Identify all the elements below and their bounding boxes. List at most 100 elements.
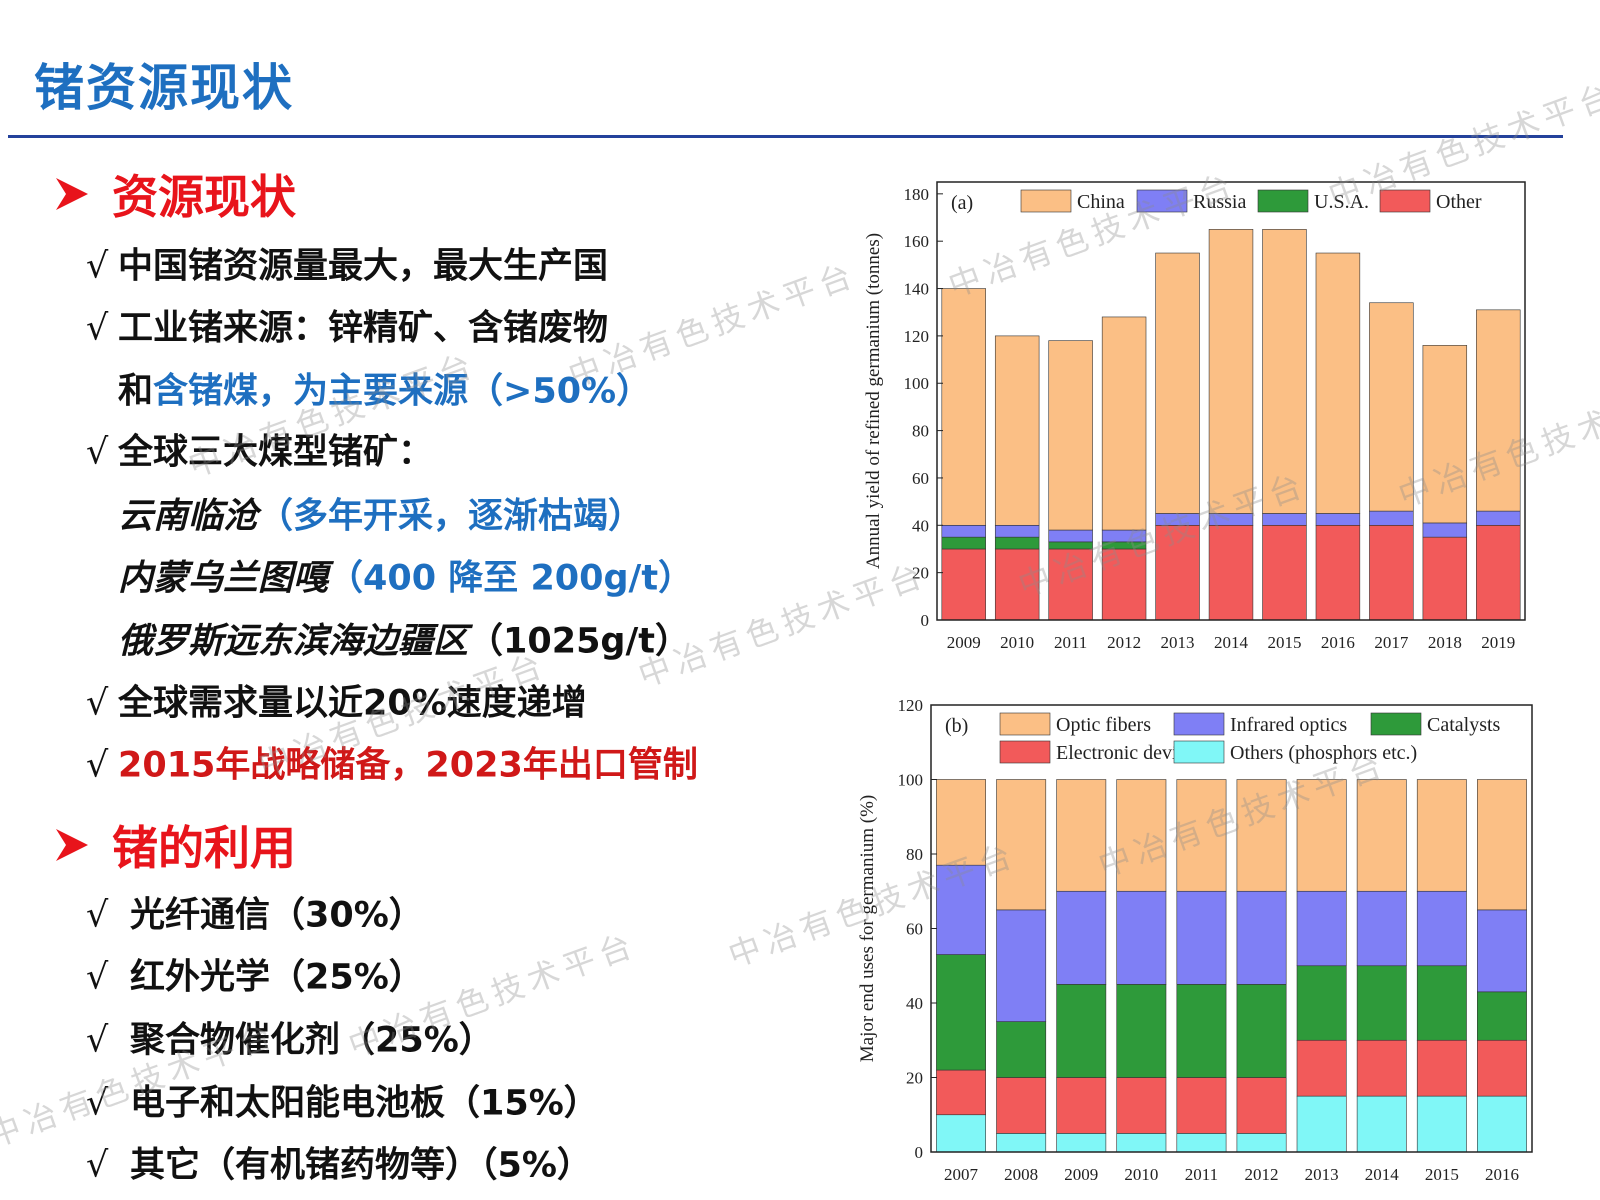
bullet: √ 工业锗来源：锌精矿、含锗废物 [86,300,608,351]
legend-swatch [1173,712,1225,736]
bar-segment [1356,1039,1407,1097]
bar-segment [1369,524,1414,621]
bar-segment [994,524,1040,538]
bullet: 和含锗煤，为主要来源（>50%） [118,363,651,414]
y-tick-label: 80 [912,422,929,441]
bullet-text: 工业锗来源：锌精矿、含锗废物 [118,308,609,349]
x-tick-label: 2012 [1107,633,1141,652]
check: √ [86,895,109,936]
y-tick-label: 20 [912,564,929,583]
bar-segment [1236,1133,1287,1153]
bullet: √ 聚合物催化剂（25%） [86,1012,494,1063]
bar-segment [1116,890,1167,985]
bar-segment [1056,984,1107,1078]
bar-segment [1116,1077,1167,1134]
x-tick-label: 2016 [1485,1165,1519,1184]
bar-segment [996,779,1047,911]
bar-segment [936,1114,986,1153]
bullet-text: 红外光学（25%） [130,957,424,998]
bullet: √ 光纤通信（30%） [86,887,424,938]
x-tick-label: 2014 [1214,633,1249,652]
bar-segment [1176,1133,1227,1153]
y-tick-label: 120 [904,327,930,346]
bullet: √ 中国锗资源量最大，最大生产国 [86,238,608,289]
bar-segment [1477,991,1527,1041]
x-tick-label: 2010 [1000,633,1034,652]
bar-segment [1116,779,1167,892]
bar-segment [1056,1133,1107,1153]
x-tick-label: 2009 [947,633,981,652]
legend-swatch [999,712,1051,736]
bar-segment [994,335,1040,526]
y-tick-label: 100 [904,374,930,393]
bar-segment [1296,1039,1347,1097]
bullet-text: 和 [118,371,154,412]
bar-segment [941,288,986,526]
bar-segment [994,548,1040,621]
bar-segment [1296,779,1347,892]
bullet-text: 中国锗资源量最大，最大生产国 [118,246,609,287]
check: √ [86,1020,109,1061]
bar-segment [1296,965,1347,1041]
x-tick-label: 2010 [1124,1165,1158,1184]
x-tick-label: 2016 [1321,633,1355,652]
bar-segment [1236,984,1287,1078]
x-tick-label: 2015 [1267,633,1301,652]
section-heading: 资源现状 [112,170,296,224]
bar-segment [941,524,986,538]
x-tick-label: 2017 [1374,633,1409,652]
bullet-text: 含锗煤，为主要来源（>50%） [153,371,652,412]
bar-segment [994,536,1040,550]
bar-segment [1101,548,1147,621]
x-tick-label: 2013 [1305,1165,1339,1184]
bullet: √ 全球三大煤型锗矿： [86,424,433,475]
bullet-text: 电子和太阳能电池板（15%） [130,1083,599,1124]
bar-segment [936,779,986,866]
bullet-text: （400 降至 200g/t） [328,558,694,599]
bar-segment [1296,890,1347,967]
bar-segment [1236,779,1287,892]
bullet-text: 云南临沧 [118,496,259,537]
bar-segment [941,536,986,550]
bar-segment [1056,890,1107,985]
bar-segment [1155,252,1200,514]
legend-label: Electronic devices [1056,742,1203,764]
y-tick-label: 40 [912,516,929,535]
x-tick-label: 2015 [1425,1165,1459,1184]
legend-swatch [1370,712,1422,736]
arrow-icon [56,829,88,861]
bullet-text: 俄罗斯远东滨海边疆区 [118,621,469,662]
y-tick-label: 0 [915,1143,924,1162]
bar-segment [1422,536,1468,621]
bar-segment [1476,309,1521,512]
x-tick-label: 2011 [1185,1165,1218,1184]
bar-segment [1476,524,1521,621]
bar-segment [1416,965,1467,1041]
bar-segment [1356,965,1407,1041]
check: √ [86,745,109,786]
legend-swatch [1173,740,1225,764]
bar-segment [1056,1077,1107,1134]
legend-label: Catalysts [1427,714,1501,736]
check: √ [86,1145,109,1186]
y-tick-label: 60 [906,920,923,939]
x-tick-label: 2008 [1004,1165,1038,1184]
bar-segment [1262,524,1307,621]
check: √ [86,957,109,998]
y-axis-label: Major end uses for germanium (%) [857,795,878,1063]
bar-segment [1422,345,1468,524]
bullet: √ 其它（有机锗药物等）（5%） [86,1137,592,1188]
bullet-text: 全球需求量以近20%速度递增 [118,683,587,724]
bar-segment [1176,1077,1227,1134]
bullet: 云南临沧（多年开采，逐渐枯竭） [118,488,643,539]
panel-label: (b) [945,715,968,737]
bullet-text: 光纤通信（30%） [130,895,424,936]
bullet: √ 全球需求量以近20%速度递增 [86,675,587,726]
bar-segment [1116,984,1167,1078]
legend-label: U.S.A. [1314,191,1369,213]
bullet: 内蒙乌兰图嘎（400 降至 200g/t） [118,550,693,601]
bar-segment [996,1133,1047,1153]
bullet-text: 其它（有机锗药物等）（5%） [130,1145,592,1186]
x-tick-label: 2012 [1245,1165,1279,1184]
x-tick-label: 2009 [1064,1165,1098,1184]
